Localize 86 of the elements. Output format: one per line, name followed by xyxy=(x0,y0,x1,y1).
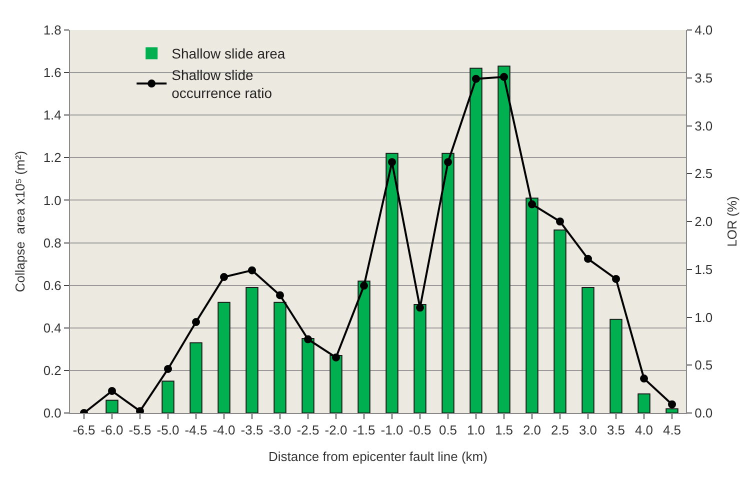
x-tick-label: -4.5 xyxy=(184,422,208,438)
x-tick-label: 0.5 xyxy=(438,422,458,438)
y2-tick-label: 2.0 xyxy=(694,214,713,230)
point xyxy=(640,374,648,383)
bar xyxy=(666,408,678,413)
bar xyxy=(526,198,538,413)
bar xyxy=(638,393,650,413)
x-tick-label: -5.0 xyxy=(156,422,180,438)
point xyxy=(416,304,424,312)
x-tick-label: 1.5 xyxy=(494,422,514,438)
x-tick-label: -3.5 xyxy=(240,422,264,438)
y-tick-label: 0.4 xyxy=(43,320,62,336)
bar xyxy=(414,304,426,413)
point xyxy=(304,335,312,344)
y-tick-label: 1.4 xyxy=(43,108,62,123)
bar xyxy=(302,338,314,413)
point xyxy=(556,218,564,226)
x-tick-label: -1.0 xyxy=(380,422,404,438)
point xyxy=(248,266,256,274)
x-tick-label: -1.5 xyxy=(352,422,376,438)
x-axis-title: Distance from epicenter fault line (km) xyxy=(268,449,488,464)
x-tick-label: -6.5 xyxy=(72,422,96,438)
legend-label: Shallow slide occurrence ratio xyxy=(172,66,272,102)
y-tick-label: 1.8 xyxy=(43,22,62,38)
point xyxy=(528,200,536,208)
point xyxy=(612,274,620,283)
x-tick-label: 2.5 xyxy=(550,422,570,438)
legend-label: Shallow slide area xyxy=(172,46,286,62)
y-tick-label: 1.2 xyxy=(43,150,62,166)
x-tick-label: 3.0 xyxy=(578,422,598,438)
bar xyxy=(246,286,258,413)
bar xyxy=(582,286,594,413)
point xyxy=(668,400,676,408)
y2-tick-label: 3.0 xyxy=(694,118,713,134)
y-tick-label: 0.6 xyxy=(43,278,62,293)
point xyxy=(388,158,396,166)
y2-tick-label: 4.0 xyxy=(694,22,713,38)
bar xyxy=(498,66,510,413)
bar xyxy=(106,400,118,413)
x-tick-label: 4.0 xyxy=(634,422,654,438)
x-tick-label: -6.0 xyxy=(100,422,124,438)
bar xyxy=(358,280,370,413)
bar xyxy=(470,68,482,413)
bar xyxy=(386,152,398,413)
point xyxy=(332,353,340,362)
x-tick-label: 2.0 xyxy=(522,422,542,438)
point xyxy=(108,386,116,395)
bar xyxy=(218,302,230,413)
y2-tick-label: 3.5 xyxy=(694,70,713,86)
point xyxy=(164,364,172,373)
x-tick-label: 3.5 xyxy=(606,422,626,438)
point xyxy=(360,282,368,290)
bar xyxy=(554,230,566,413)
bar xyxy=(330,355,342,413)
y2-tick-label: 0.5 xyxy=(694,358,713,373)
x-tick-label: -4.0 xyxy=(212,422,236,438)
y2-tick-label: 2.5 xyxy=(694,166,713,182)
x-tick-label: -2.0 xyxy=(324,422,348,438)
bar xyxy=(190,342,202,413)
y2-tick-label: 1.0 xyxy=(694,310,713,325)
y2-tick-label: 0.0 xyxy=(694,406,713,421)
y2-tick-label: 1.5 xyxy=(694,262,713,277)
point xyxy=(444,158,452,166)
point xyxy=(192,318,200,326)
bar xyxy=(162,380,174,413)
x-tick-label: 1.0 xyxy=(466,422,486,438)
y-tick-label: 1.0 xyxy=(43,192,62,208)
y-tick-label: 0.2 xyxy=(43,362,62,378)
point xyxy=(500,72,508,81)
x-tick-label: 4.5 xyxy=(662,422,682,438)
point xyxy=(584,254,592,263)
bar xyxy=(442,152,454,413)
x-tick-label: -5.5 xyxy=(128,422,152,438)
x-tick-label: -3.0 xyxy=(268,422,292,438)
y2-axis-title: LOR (%) xyxy=(724,196,740,247)
y-tick-label: 0.0 xyxy=(43,406,62,421)
point xyxy=(220,273,228,282)
bar xyxy=(274,302,286,413)
y-axis-title: Collapse area x10⁵ (m²) xyxy=(12,150,28,292)
point xyxy=(472,74,480,83)
y-tick-label: 0.8 xyxy=(43,235,62,250)
y-tick-label: 1.6 xyxy=(43,65,62,80)
x-tick-label: -0.5 xyxy=(408,422,432,438)
x-tick-label: -2.5 xyxy=(296,422,320,438)
bar xyxy=(610,318,622,413)
point xyxy=(276,291,284,300)
